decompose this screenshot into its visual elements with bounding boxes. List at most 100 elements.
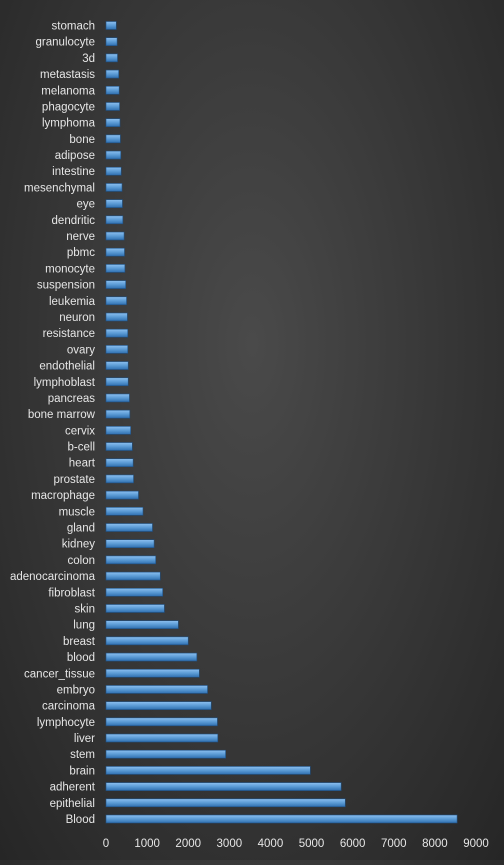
bar-colon	[105, 555, 157, 565]
category-label: stem	[70, 749, 95, 761]
bar-pancreas	[105, 393, 130, 403]
bar-adipose	[105, 150, 122, 160]
category-label: bone marrow	[28, 409, 96, 421]
category-label: brain	[69, 765, 95, 777]
bar-breast	[105, 636, 189, 646]
x-tick-label: 9000	[463, 838, 489, 850]
category-label: granulocyte	[36, 37, 95, 49]
bar-gland	[105, 523, 153, 532]
category-label: lung	[73, 620, 95, 632]
category-label: Blood	[66, 814, 95, 826]
category-label: eye	[76, 199, 95, 211]
bar-phagocyte	[105, 102, 120, 111]
category-label: skin	[75, 603, 95, 615]
bar-stomach	[105, 21, 117, 30]
category-label: embryo	[57, 684, 95, 696]
bar-mesenchymal	[105, 183, 123, 192]
bar-nerve	[105, 231, 125, 241]
bar-pbmc	[105, 247, 125, 257]
bar-dendritic	[105, 215, 124, 225]
category-label: resistance	[43, 328, 95, 340]
x-tick-label: 4000	[258, 838, 284, 850]
category-label: kidney	[62, 539, 95, 551]
bar-macrophage	[105, 490, 139, 500]
category-label: b-cell	[68, 442, 95, 454]
bar-resistance	[105, 328, 129, 338]
category-label: cervix	[65, 425, 95, 437]
bar-embryo	[105, 685, 208, 694]
bar-liver	[105, 733, 219, 743]
category-label: nerve	[66, 231, 95, 243]
bar-intestine	[105, 166, 122, 176]
bar-skin	[105, 604, 165, 613]
category-label: liver	[74, 733, 95, 745]
category-label: leukemia	[49, 296, 96, 308]
bar-adenocarcinoma	[105, 571, 161, 581]
category-label: suspension	[37, 280, 95, 292]
bar-bone	[105, 134, 121, 144]
category-label: prostate	[53, 474, 95, 486]
bar-melanoma	[105, 85, 120, 95]
category-label: breast	[63, 636, 96, 648]
x-tick-label: 1000	[134, 838, 160, 850]
category-label: mesenchymal	[24, 182, 95, 194]
bar-prostate	[105, 474, 134, 484]
category-label: adherent	[50, 782, 96, 794]
bar-lung	[105, 620, 179, 629]
bar-fibroblast	[105, 587, 164, 597]
bar-stem	[105, 749, 226, 759]
category-label: monocyte	[45, 263, 95, 275]
bar-lymphoma	[105, 118, 121, 127]
category-label: lymphoma	[42, 118, 96, 130]
bar-neuron	[105, 312, 128, 322]
category-label: adenocarcinoma	[10, 571, 96, 583]
category-label: ovary	[67, 344, 95, 356]
category-label: lymphocyte	[37, 717, 95, 729]
category-label: colon	[68, 555, 96, 567]
bar-lymphoblast	[105, 377, 129, 387]
category-label: cancer_tissue	[24, 668, 95, 680]
category-label: blood	[67, 652, 95, 664]
category-label: phagocyte	[42, 101, 95, 113]
category-label: bone	[69, 134, 95, 146]
x-tick-label: 6000	[340, 838, 366, 850]
bar-bone-marrow	[105, 409, 131, 419]
category-label: gland	[67, 523, 95, 535]
bars-group	[105, 21, 458, 824]
category-label: macrophage	[31, 490, 95, 502]
category-label: pbmc	[67, 247, 95, 259]
category-label: intestine	[52, 166, 95, 178]
category-label: lymphoblast	[34, 377, 96, 389]
bar-b-cell	[105, 442, 133, 451]
x-axis-ticks: 0 1000 2000 3000 4000 5000 6000 7000 8000 9000	[103, 838, 489, 850]
bar-cervix	[105, 426, 131, 435]
category-label: muscle	[59, 506, 95, 518]
x-tick-label: 3000	[217, 838, 243, 850]
bar-granulocyte	[105, 37, 118, 46]
bar-ovary	[105, 345, 129, 354]
bar-muscle	[105, 507, 144, 516]
bar-kidney	[105, 539, 155, 549]
category-label: epithelial	[50, 798, 95, 810]
bar-adherent	[105, 782, 342, 791]
bar-3d	[105, 53, 118, 63]
bar-blood	[105, 652, 198, 662]
x-tick-label: 0	[103, 838, 109, 850]
x-tick-label: 5000	[299, 838, 325, 850]
bar-heart	[105, 458, 134, 468]
category-labels: stomach granulocyte 3d metastasis melanoma ph…	[10, 21, 96, 827]
bar-epithelial	[105, 798, 346, 808]
category-label: metastasis	[40, 69, 95, 81]
bar-lymphocyte	[105, 717, 218, 727]
category-label: dendritic	[52, 215, 96, 227]
bar-monocyte	[105, 264, 126, 273]
bar-endothelial	[105, 361, 129, 370]
category-label: stomach	[52, 21, 95, 33]
bar-leukemia	[105, 296, 127, 306]
category-label: neuron	[59, 312, 95, 324]
category-label: melanoma	[41, 85, 95, 97]
bar-eye	[105, 199, 123, 208]
bar-suspension	[105, 280, 127, 289]
category-label: endothelial	[39, 361, 95, 373]
